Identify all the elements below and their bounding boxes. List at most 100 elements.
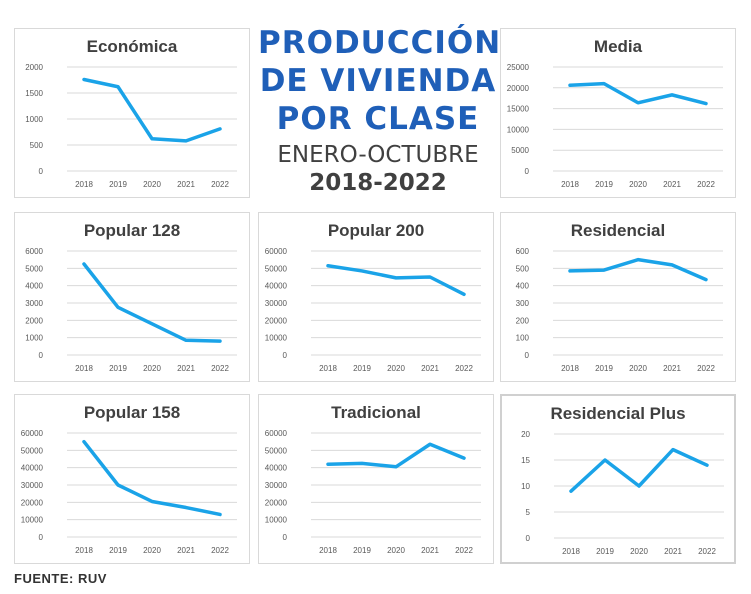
chart-title: Residencial Plus [550,404,686,423]
x-tick-label: 2018 [561,180,579,189]
x-tick-label: 2020 [629,364,647,373]
x-tick-label: 2020 [143,546,161,555]
y-tick-label: 10000 [265,516,288,525]
y-tick-label: 10 [521,482,530,491]
y-tick-label: 15 [521,456,530,465]
x-tick-label: 2019 [353,546,371,555]
x-tick-label: 2018 [75,364,93,373]
y-tick-label: 30000 [265,481,288,490]
main-title-line-2: DE VIVIENDA [259,63,497,99]
chart-title: Residencial [570,221,666,240]
chart-popular-200: 0 10000 20000 30000 40000 50000 60000 2018 2019 2… [265,247,481,373]
series-line [82,77,222,143]
x-tick-label: 2020 [387,546,405,555]
x-tick-label: 2021 [664,547,682,556]
chart-title: Popular 128 [83,221,181,240]
x-tick-label: 2022 [697,180,715,189]
y-tick-label: 0 [525,167,530,176]
x-tick-label: 2020 [629,180,647,189]
y-tick-label: 30000 [265,299,288,308]
y-tick-label: 20 [521,430,530,439]
chart-economica: 0 500 1000 1500 2000 2018 2019 2020 2021 2022 [25,63,237,189]
x-tick-label: 2021 [177,546,195,555]
x-tick-label: 2020 [387,364,405,373]
chart-media: 0 5000 10000 15000 20000 25000 2018 2019 2020 202… [507,63,723,189]
y-tick-label: 60000 [265,429,288,438]
y-tick-label: 500 [30,141,44,150]
chart-residencial: 0 100 200 300 400 500 600 2018 2019 2020 2021 2022 [516,247,723,373]
series-line [568,257,708,282]
x-tick-label: 2022 [455,364,473,373]
y-tick-label: 300 [516,299,530,308]
chart-title: Popular 200 [327,221,425,240]
y-tick-label: 6000 [25,247,43,256]
y-tick-label: 20000 [507,84,530,93]
chart-panel-popular-200: Popular 200 0 10000 20000 30000 40000 50000 60… [258,212,494,382]
x-tick-label: 2022 [698,547,716,556]
series-line [82,262,222,343]
x-tick-label: 2021 [177,180,195,189]
chart-panel-popular-128: Popular 128 0 1000 2000 3000 4000 5000 6000 201… [14,212,250,382]
chart-panel-popular-158: Popular 158 0 10000 20000 30000 40000 50000 60… [14,394,250,564]
y-tick-label: 2000 [25,63,43,72]
y-tick-label: 20000 [265,498,288,507]
y-tick-label: 50000 [265,446,288,455]
y-tick-label: 30000 [21,481,44,490]
y-tick-label: 1500 [25,89,43,98]
chart-residencial-plus: 0 5 10 15 20 2018 2019 2020 2021 2022 [521,430,724,556]
y-tick-label: 25000 [507,63,530,72]
y-tick-label: 20000 [21,498,44,507]
x-tick-label: 2022 [211,364,229,373]
y-tick-label: 3000 [25,299,43,308]
infographic-header: PRODUCCIÓN DE VIVIENDA POR CLASE ENERO-O… [258,24,500,197]
series-line [326,442,466,469]
x-tick-label: 2019 [596,547,614,556]
chart-popular-158: 0 10000 20000 30000 40000 50000 60000 2018 2019 2… [21,429,237,555]
chart-tradicional: 0 10000 20000 30000 40000 50000 60000 2018 2019 2… [265,429,481,555]
y-tick-label: 40000 [265,464,288,473]
series-line [568,81,708,106]
period-subtitle: ENERO-OCTUBRE [277,142,479,168]
chart-panel-media: Media 0 5000 10000 15000 20000 25000 2018 2019 2… [500,28,736,198]
x-tick-label: 2021 [663,180,681,189]
y-tick-label: 60000 [21,429,44,438]
x-tick-label: 2021 [421,546,439,555]
y-tick-label: 0 [283,351,288,360]
main-title-line-3: POR CLASE [276,101,480,137]
chart-title: Tradicional [331,403,421,422]
y-tick-label: 5000 [25,264,43,273]
x-tick-label: 2019 [109,180,127,189]
series-line [326,263,466,297]
x-tick-label: 2021 [421,364,439,373]
y-tick-label: 0 [39,351,44,360]
x-tick-label: 2020 [630,547,648,556]
x-tick-label: 2018 [562,547,580,556]
x-tick-label: 2021 [663,364,681,373]
chart-title: Media [593,37,643,56]
x-tick-label: 2022 [211,180,229,189]
x-tick-label: 2022 [455,546,473,555]
y-tick-label: 100 [516,334,530,343]
y-tick-label: 1000 [25,115,43,124]
x-tick-label: 2022 [697,364,715,373]
x-tick-label: 2018 [75,546,93,555]
y-tick-label: 0 [525,351,530,360]
y-tick-label: 4000 [25,282,43,291]
y-tick-label: 0 [526,534,531,543]
y-tick-label: 2000 [25,316,43,325]
y-tick-label: 0 [39,167,44,176]
chart-title: Popular 158 [83,403,181,422]
y-tick-label: 50000 [265,264,288,273]
y-tick-label: 40000 [21,464,44,473]
y-tick-label: 10000 [507,125,530,134]
y-tick-label: 0 [283,533,288,542]
y-tick-label: 400 [516,282,530,291]
y-tick-label: 50000 [21,446,44,455]
series-line [82,439,222,517]
x-tick-label: 2022 [211,546,229,555]
y-tick-label: 10000 [265,334,288,343]
chart-popular-128: 0 1000 2000 3000 4000 5000 6000 2018 2019 2020 202… [25,247,237,373]
x-tick-label: 2019 [353,364,371,373]
chart-panel-residencial-plus: Residencial Plus 0 5 10 15 20 2018 2019 2020 202… [500,394,736,564]
x-tick-label: 2019 [595,180,613,189]
